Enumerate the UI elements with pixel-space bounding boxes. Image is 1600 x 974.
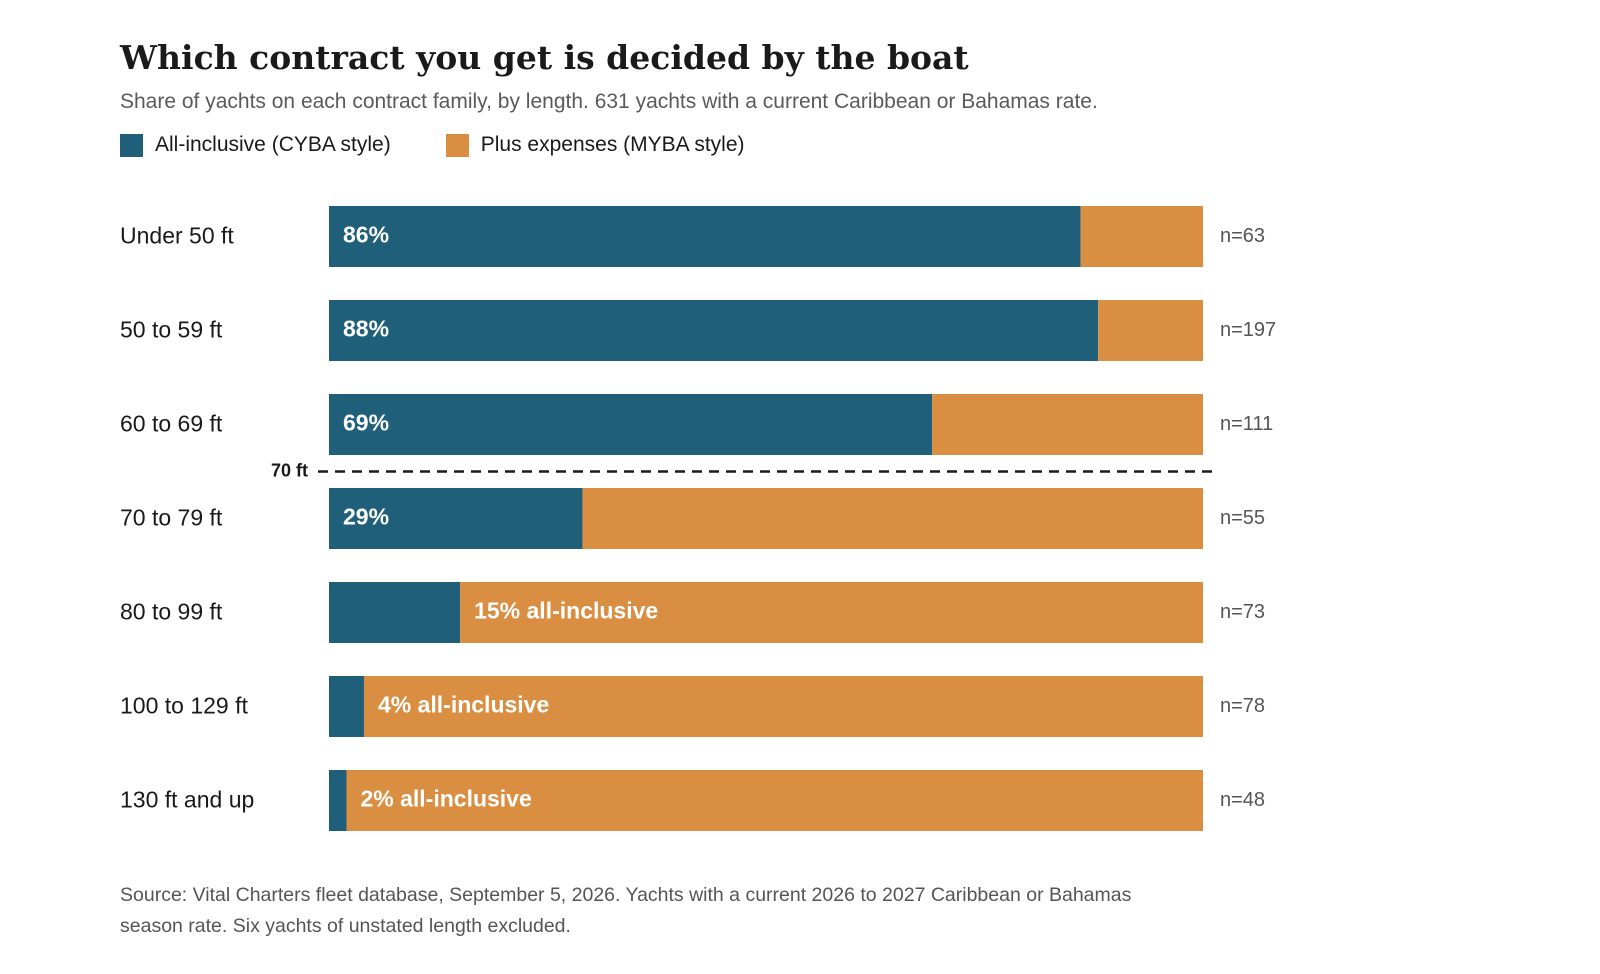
category-label: 100 to 129 ft (120, 693, 248, 719)
bar-segment-all-inclusive (329, 394, 933, 455)
sample-size-label: n=111 (1220, 413, 1273, 435)
bar-segment-plus-expenses (346, 770, 1204, 831)
bar-segment-all-inclusive (329, 206, 1081, 267)
data-label: 4% all-inclusive (378, 692, 549, 718)
sample-size-label: n=73 (1220, 601, 1265, 623)
bar-segment-plus-expenses (932, 394, 1203, 455)
category-label: 60 to 69 ft (120, 411, 223, 437)
sample-size-label: n=78 (1220, 695, 1265, 717)
sample-size-label: n=63 (1220, 225, 1265, 247)
data-label: 29% (343, 504, 389, 530)
category-label: 70 to 79 ft (120, 505, 223, 531)
legend-label-plus-expenses: Plus expenses (MYBA style) (480, 133, 745, 156)
legend: All-inclusive (CYBA style) Plus expenses… (120, 133, 800, 157)
category-label: Under 50 ft (120, 223, 234, 249)
legend-label-all-inclusive: All-inclusive (CYBA style) (155, 133, 391, 156)
legend-swatch-plus-expenses (445, 133, 469, 157)
legend-swatch-all-inclusive (120, 133, 143, 157)
data-label: 2% all-inclusive (360, 786, 531, 812)
bar-segment-plus-expenses (1080, 206, 1203, 267)
data-label: 86% (343, 222, 389, 248)
legend-item-plus-expenses: Plus expenses (MYBA style) (445, 133, 745, 157)
sample-size-label: n=48 (1220, 789, 1265, 811)
legend-item-all-inclusive: All-inclusive (CYBA style) (120, 133, 391, 157)
source-note: Source: Vital Charters fleet database, S… (120, 884, 1132, 937)
chart-subtitle: Share of yachts on each contract family,… (120, 90, 1098, 113)
bar-segment-all-inclusive (329, 488, 583, 549)
data-label: 88% (343, 316, 389, 342)
category-label: 50 to 59 ft (120, 317, 223, 343)
bar-segment-all-inclusive (329, 582, 461, 643)
bar-segment-all-inclusive (329, 676, 364, 737)
chart-title: Which contract you get is decided by the… (120, 38, 969, 77)
threshold-label: 70 ft (271, 460, 308, 480)
sample-size-label: n=197 (1220, 319, 1276, 341)
data-label: 69% (343, 410, 389, 436)
sample-size-label: n=55 (1220, 507, 1265, 529)
bar-segment-plus-expenses (460, 582, 1204, 643)
bar-segment-plus-expenses (582, 488, 1203, 549)
data-label: 15% all-inclusive (474, 598, 658, 624)
bar-segment-plus-expenses (1098, 300, 1203, 361)
bar-segment-all-inclusive (329, 770, 347, 831)
category-label: 80 to 99 ft (120, 599, 223, 625)
bar-segment-all-inclusive (329, 300, 1099, 361)
category-label: 130 ft and up (120, 787, 254, 813)
bar-segment-plus-expenses (363, 676, 1204, 737)
